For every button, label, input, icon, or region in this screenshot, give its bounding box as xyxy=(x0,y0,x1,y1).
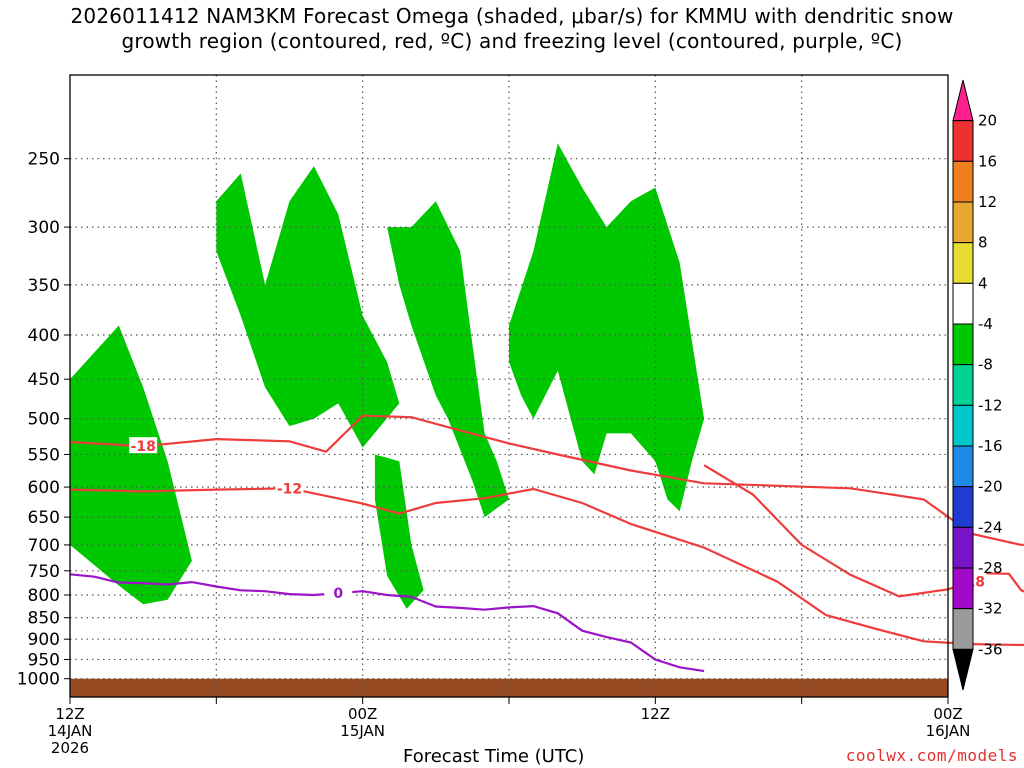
freezing-level-contour-label: 0 xyxy=(333,586,343,602)
colorbar-swatch-6 xyxy=(952,323,974,366)
dgz-contour-3 xyxy=(703,464,1024,598)
colorbar-level-5: -4 xyxy=(978,315,993,333)
y-tick-label-700: 700 xyxy=(28,536,60,556)
colorbar-level-10: -24 xyxy=(978,518,1003,536)
y-tick-label-300: 300 xyxy=(28,218,60,238)
colorbar-swatch-2 xyxy=(952,160,974,203)
terrain-band xyxy=(70,678,948,697)
x-tick-label-0-1: 14JAN xyxy=(48,722,93,740)
colorbar-level-4: 4 xyxy=(978,274,988,292)
omega-region-4 xyxy=(387,201,509,518)
y-tick-label-800: 800 xyxy=(28,586,60,606)
colorbar-swatch-11 xyxy=(952,526,974,569)
colorbar-level-7: -12 xyxy=(978,396,1003,414)
dgz-contour-2 xyxy=(69,487,1024,647)
colorbar-swatch-9 xyxy=(952,445,974,488)
dgz-contour-2-label-bg xyxy=(275,479,304,496)
colorbar-level-2: 12 xyxy=(978,193,997,211)
colorbar-swatch-13 xyxy=(952,608,974,650)
plot-border xyxy=(69,74,949,698)
y-tick-label-500: 500 xyxy=(28,410,60,430)
colorbar-swatch-4 xyxy=(952,242,974,284)
colorbar-swatch-5 xyxy=(952,282,974,325)
y-tick-label-400: 400 xyxy=(28,326,60,346)
y-tick-label-450: 450 xyxy=(28,370,60,390)
omega-region-2 xyxy=(216,166,400,448)
y-tick-label-250: 250 xyxy=(28,150,60,170)
x-axis-label: Forecast Time (UTC) xyxy=(403,746,585,767)
x-tick-label-36-1: 16JAN xyxy=(926,722,971,740)
colorbar-bottom-arrow xyxy=(952,648,974,691)
y-tick-label-1000: 1000 xyxy=(17,670,60,690)
y-tick-label-550: 550 xyxy=(28,445,60,465)
colorbar-swatch-12 xyxy=(952,567,974,610)
y-tick-label-850: 850 xyxy=(28,609,60,629)
y-tick-label-900: 900 xyxy=(28,630,60,650)
colorbar-level-3: 8 xyxy=(978,234,988,252)
chart-title-line-1: 2026011412 NAM3KM Forecast Omega (shaded… xyxy=(70,4,954,28)
x-tick-label-24-0: 12Z xyxy=(641,705,670,723)
chart-title: 2026011412 NAM3KM Forecast Omega (shaded… xyxy=(0,4,1024,54)
colorbar-swatch-3 xyxy=(952,201,974,244)
colorbar-level-13: -36 xyxy=(978,640,1003,658)
colorbar-swatch-1 xyxy=(952,120,974,162)
dgz-contour-2-label: -12 xyxy=(277,481,302,497)
colorbar-level-1: 16 xyxy=(978,152,997,170)
dgz-contour-1-label-bg xyxy=(129,437,158,454)
y-tick-label-750: 750 xyxy=(28,562,60,582)
colorbar-level-8: -16 xyxy=(978,437,1003,455)
x-tick-label-0-0: 12Z xyxy=(55,705,84,723)
colorbar-level-9: -20 xyxy=(978,478,1003,496)
colorbar-swatch-10 xyxy=(952,486,974,528)
y-tick-label-350: 350 xyxy=(28,276,60,296)
x-tick-label-0-2: 2026 xyxy=(51,739,89,757)
colorbar-level-11: -28 xyxy=(978,559,1003,577)
y-tick-label-950: 950 xyxy=(28,650,60,670)
colorbar-swatch-8 xyxy=(952,404,974,447)
colorbar-swatch-7 xyxy=(952,364,974,406)
colorbar-level-6: -8 xyxy=(978,356,993,374)
x-tick-label-12-0: 00Z xyxy=(348,705,377,723)
chart-title-line-2: growth region (contoured, red, ºC) and f… xyxy=(121,29,903,53)
x-tick-label-36-0: 00Z xyxy=(933,705,962,723)
omega-region-1 xyxy=(70,325,192,605)
dgz-contour-1-label: -18 xyxy=(131,439,156,455)
credit-link[interactable]: coolwx.com/models xyxy=(845,746,1018,765)
freezing-level-contour-label-bg xyxy=(324,584,353,601)
freezing-level-contour xyxy=(69,573,705,673)
colorbar-level-12: -32 xyxy=(978,600,1003,618)
y-tick-label-650: 650 xyxy=(28,508,60,528)
colorbar-top-arrow xyxy=(952,79,974,122)
dgz-contour-1 xyxy=(69,414,1024,547)
x-tick-label-12-1: 15JAN xyxy=(340,722,385,740)
colorbar-level-0: 20 xyxy=(978,112,997,130)
y-tick-label-600: 600 xyxy=(28,478,60,498)
